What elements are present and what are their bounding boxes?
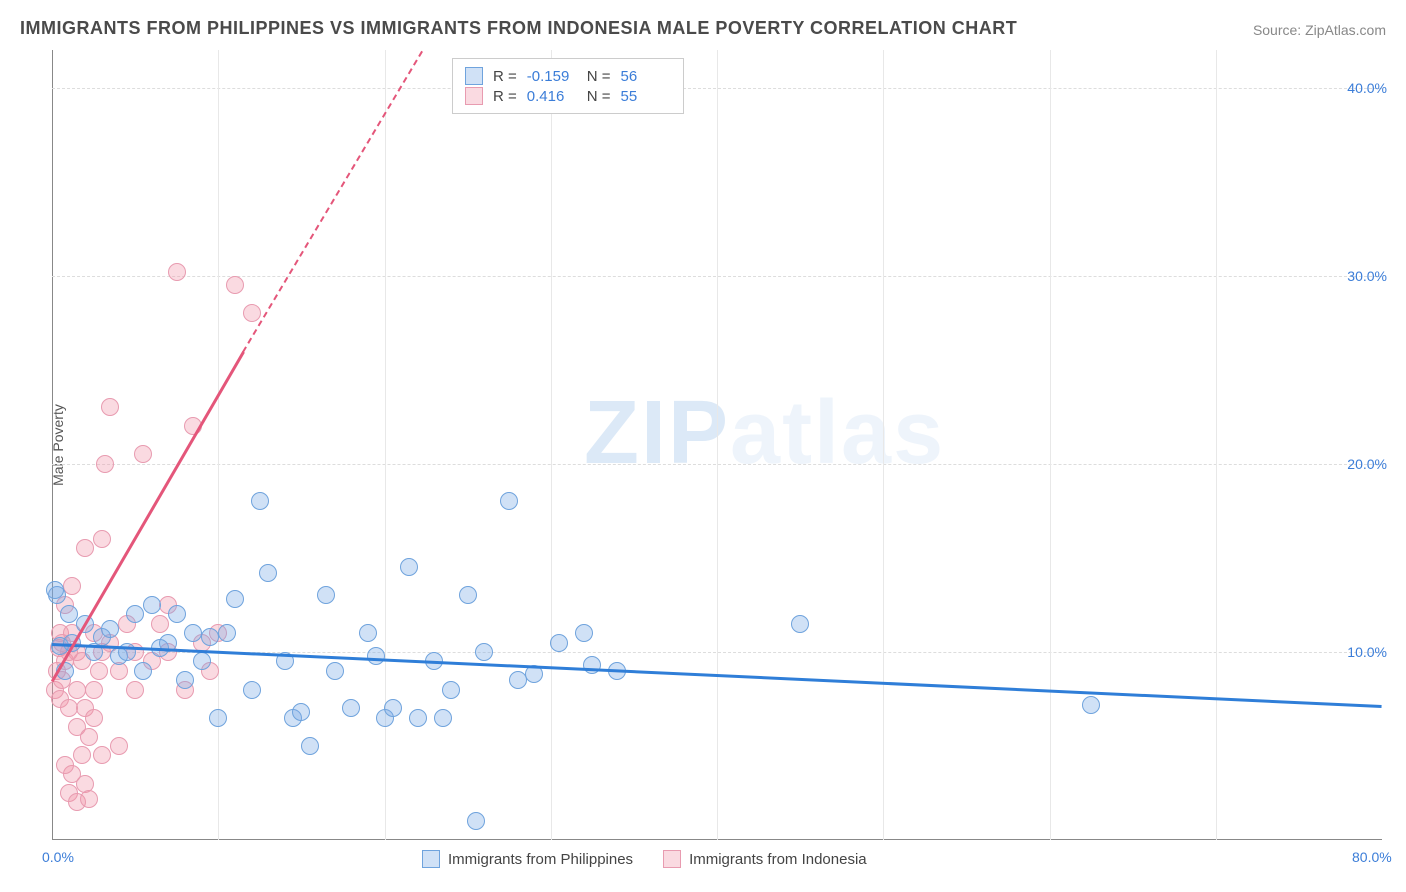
r-label: R =	[493, 68, 517, 85]
chart-title: IMMIGRANTS FROM PHILIPPINES VS IMMIGRANT…	[20, 18, 1017, 39]
n-label: N =	[587, 68, 611, 85]
data-point-philippines	[342, 699, 360, 717]
data-point-indonesia	[134, 445, 152, 463]
r-value: 0.416	[527, 88, 577, 105]
data-point-philippines	[218, 624, 236, 642]
gridline-v	[1216, 50, 1217, 840]
n-label: N =	[587, 88, 611, 105]
data-point-philippines	[317, 586, 335, 604]
data-point-philippines	[126, 605, 144, 623]
stats-row-indonesia: R = 0.416 N = 55	[465, 87, 671, 105]
data-point-philippines	[60, 605, 78, 623]
swatch-philippines-icon	[422, 850, 440, 868]
data-point-indonesia	[126, 681, 144, 699]
swatch-indonesia-icon	[465, 87, 483, 105]
trendline-indonesia-dash	[242, 50, 423, 352]
data-point-indonesia	[96, 455, 114, 473]
swatch-philippines-icon	[465, 67, 483, 85]
legend-label: Immigrants from Indonesia	[689, 851, 867, 868]
legend-label: Immigrants from Philippines	[448, 851, 633, 868]
y-tick-label: 40.0%	[1347, 80, 1387, 96]
data-point-philippines	[434, 709, 452, 727]
stats-row-philippines: R = -0.159 N = 56	[465, 67, 671, 85]
data-point-philippines	[184, 624, 202, 642]
data-point-philippines	[292, 703, 310, 721]
data-point-philippines	[259, 564, 277, 582]
y-axis-line	[52, 50, 53, 840]
chart-area: Male Poverty ZIPatlas 10.0%20.0%30.0%40.…	[52, 50, 1382, 840]
data-point-indonesia	[68, 681, 86, 699]
data-point-indonesia	[90, 662, 108, 680]
data-point-indonesia	[151, 615, 169, 633]
data-point-indonesia	[85, 709, 103, 727]
data-point-indonesia	[168, 263, 186, 281]
data-point-indonesia	[85, 681, 103, 699]
data-point-philippines	[168, 605, 186, 623]
plot-surface: 10.0%20.0%30.0%40.0%0.0%80.0%	[52, 50, 1382, 840]
data-point-philippines	[193, 652, 211, 670]
data-point-indonesia	[80, 790, 98, 808]
data-point-philippines	[500, 492, 518, 510]
legend-item-indonesia: Immigrants from Indonesia	[663, 850, 867, 868]
data-point-philippines	[467, 812, 485, 830]
data-point-philippines	[583, 656, 601, 674]
r-value: -0.159	[527, 68, 577, 85]
data-point-philippines	[409, 709, 427, 727]
y-tick-label: 10.0%	[1347, 644, 1387, 660]
data-point-philippines	[326, 662, 344, 680]
data-point-indonesia	[226, 276, 244, 294]
data-point-philippines	[226, 590, 244, 608]
data-point-philippines	[509, 671, 527, 689]
legend-item-philippines: Immigrants from Philippines	[422, 850, 633, 868]
data-point-indonesia	[93, 530, 111, 548]
data-point-philippines	[1082, 696, 1100, 714]
data-point-philippines	[400, 558, 418, 576]
data-point-philippines	[359, 624, 377, 642]
r-label: R =	[493, 88, 517, 105]
data-point-philippines	[251, 492, 269, 510]
y-tick-label: 30.0%	[1347, 268, 1387, 284]
stats-legend-box: R = -0.159 N = 56 R = 0.416 N = 55	[452, 58, 684, 114]
x-tick-label: 0.0%	[42, 849, 74, 865]
data-point-philippines	[459, 586, 477, 604]
data-point-philippines	[134, 662, 152, 680]
data-point-philippines	[367, 647, 385, 665]
data-point-indonesia	[110, 737, 128, 755]
data-point-philippines	[384, 699, 402, 717]
data-point-philippines	[475, 643, 493, 661]
data-point-philippines	[791, 615, 809, 633]
gridline-v	[551, 50, 552, 840]
data-point-indonesia	[56, 756, 74, 774]
data-point-philippines	[550, 634, 568, 652]
swatch-indonesia-icon	[663, 850, 681, 868]
data-point-philippines	[243, 681, 261, 699]
data-point-indonesia	[60, 699, 78, 717]
data-point-indonesia	[243, 304, 261, 322]
x-tick-label: 80.0%	[1352, 849, 1392, 865]
data-point-philippines	[442, 681, 460, 699]
gridline-v	[717, 50, 718, 840]
data-point-indonesia	[76, 539, 94, 557]
data-point-indonesia	[101, 398, 119, 416]
data-point-indonesia	[73, 746, 91, 764]
data-point-philippines	[209, 709, 227, 727]
source-label: Source: ZipAtlas.com	[1253, 22, 1386, 38]
data-point-philippines	[101, 620, 119, 638]
n-value: 56	[621, 68, 671, 85]
data-point-indonesia	[93, 746, 111, 764]
data-point-philippines	[176, 671, 194, 689]
data-point-philippines	[575, 624, 593, 642]
n-value: 55	[621, 88, 671, 105]
data-point-philippines	[143, 596, 161, 614]
data-point-philippines	[201, 628, 219, 646]
data-point-philippines	[301, 737, 319, 755]
gridline-v	[1050, 50, 1051, 840]
gridline-v	[883, 50, 884, 840]
bottom-legend: Immigrants from Philippines Immigrants fr…	[422, 850, 867, 868]
data-point-philippines	[46, 581, 64, 599]
y-tick-label: 20.0%	[1347, 456, 1387, 472]
data-point-indonesia	[80, 728, 98, 746]
